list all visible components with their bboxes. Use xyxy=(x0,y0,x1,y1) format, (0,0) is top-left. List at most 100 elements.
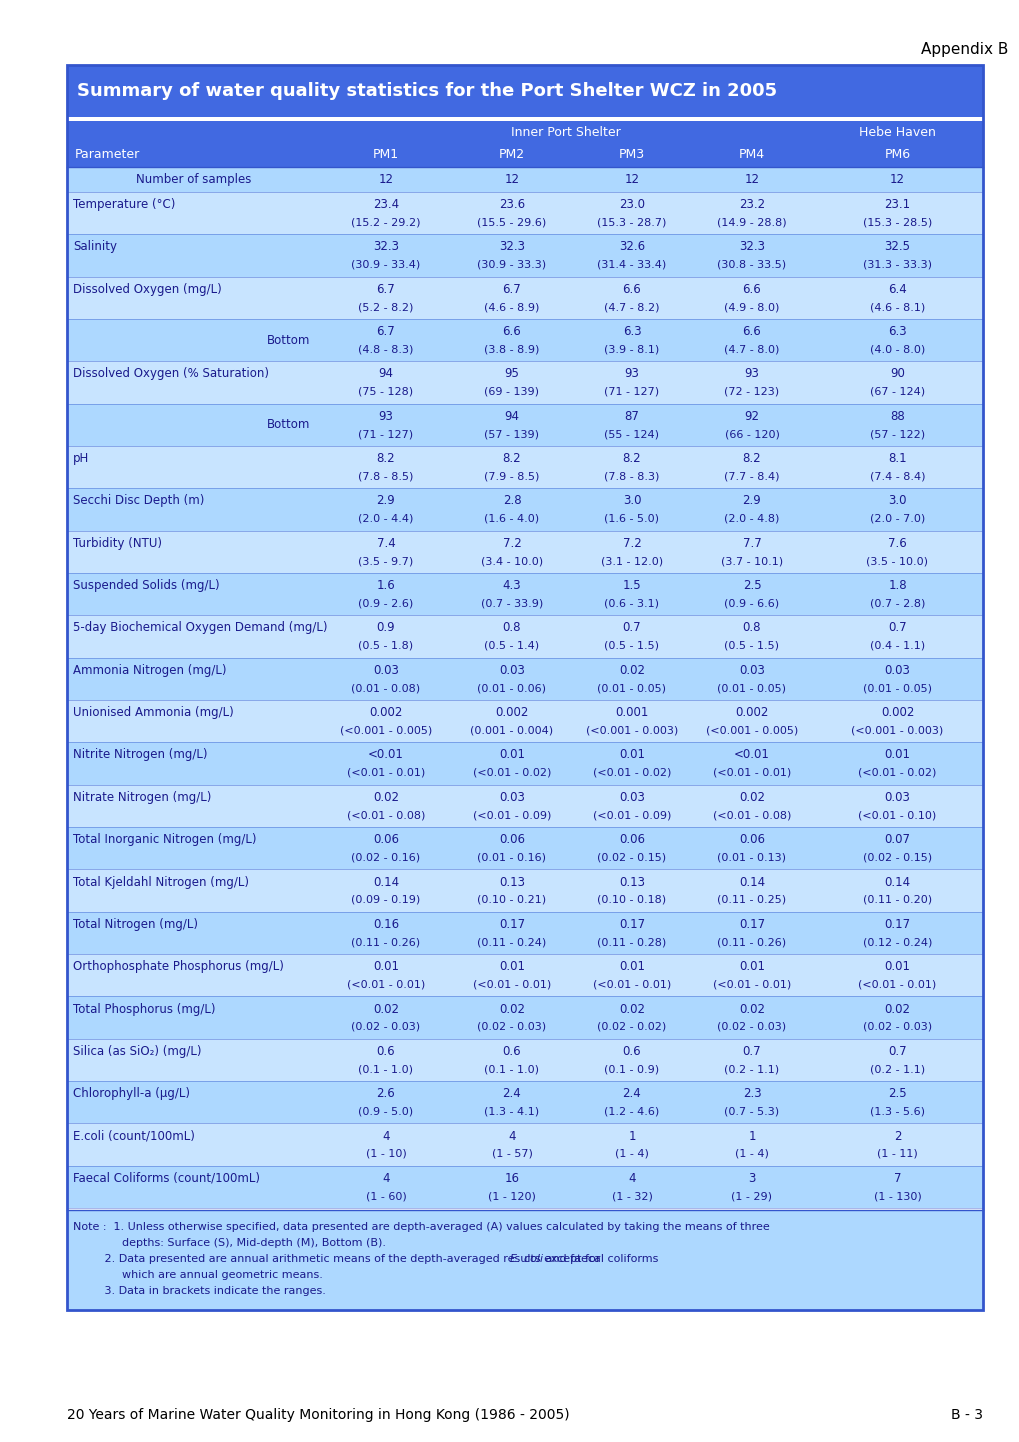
Text: B - 3: B - 3 xyxy=(950,1407,982,1422)
Text: 0.14: 0.14 xyxy=(883,875,910,888)
Text: 87: 87 xyxy=(624,410,639,423)
Text: (71 - 127): (71 - 127) xyxy=(358,430,413,438)
Text: 0.01: 0.01 xyxy=(619,748,644,761)
Text: 20 Years of Marine Water Quality Monitoring in Hong Kong (1986 - 2005): 20 Years of Marine Water Quality Monitor… xyxy=(67,1407,569,1422)
Text: (3.5 - 10.0): (3.5 - 10.0) xyxy=(866,557,927,567)
Text: 0.01: 0.01 xyxy=(619,960,644,973)
Text: 0.6: 0.6 xyxy=(622,1045,641,1058)
Text: 2.4: 2.4 xyxy=(622,1087,641,1100)
Text: PM6: PM6 xyxy=(883,149,910,162)
Bar xyxy=(67,955,982,996)
Bar xyxy=(67,1210,982,1309)
Text: (<0.01 - 0.01): (<0.01 - 0.01) xyxy=(346,767,425,777)
Text: (1.3 - 4.1): (1.3 - 4.1) xyxy=(484,1106,539,1116)
Text: (<0.01 - 0.02): (<0.01 - 0.02) xyxy=(592,767,671,777)
Text: 16: 16 xyxy=(504,1172,519,1185)
Text: PM3: PM3 xyxy=(619,149,644,162)
Text: (30.9 - 33.4): (30.9 - 33.4) xyxy=(351,260,420,270)
Text: (<0.001 - 0.005): (<0.001 - 0.005) xyxy=(339,725,432,735)
Text: (0.01 - 0.13): (0.01 - 0.13) xyxy=(716,852,786,862)
Text: (15.3 - 28.7): (15.3 - 28.7) xyxy=(597,218,666,228)
Text: 0.02: 0.02 xyxy=(619,1002,644,1015)
Text: 0.7: 0.7 xyxy=(742,1045,760,1058)
Text: (0.02 - 0.03): (0.02 - 0.03) xyxy=(477,1022,546,1032)
Text: 0.03: 0.03 xyxy=(498,790,525,803)
Text: 0.01: 0.01 xyxy=(883,748,910,761)
Text: 0.001: 0.001 xyxy=(614,707,648,720)
Text: (1.3 - 5.6): (1.3 - 5.6) xyxy=(869,1106,924,1116)
Text: 8.1: 8.1 xyxy=(888,453,906,466)
Text: 0.02: 0.02 xyxy=(498,1002,525,1015)
Text: 0.01: 0.01 xyxy=(739,960,764,973)
Text: (5.2 - 8.2): (5.2 - 8.2) xyxy=(358,301,414,311)
Bar xyxy=(67,319,982,362)
Text: 23.0: 23.0 xyxy=(619,198,644,211)
Text: Turbidity (NTU): Turbidity (NTU) xyxy=(73,536,162,549)
Text: 0.01: 0.01 xyxy=(883,960,910,973)
Text: (<0.01 - 0.02): (<0.01 - 0.02) xyxy=(473,767,550,777)
Text: (69 - 139): (69 - 139) xyxy=(484,386,539,397)
Text: (1 - 4): (1 - 4) xyxy=(614,1149,648,1159)
Text: (0.5 - 1.5): (0.5 - 1.5) xyxy=(604,640,659,650)
Text: (0.11 - 0.24): (0.11 - 0.24) xyxy=(477,937,546,947)
Bar xyxy=(67,572,982,616)
Text: 1: 1 xyxy=(748,1129,755,1142)
Text: 7.7: 7.7 xyxy=(742,536,760,549)
Bar xyxy=(67,65,982,1309)
Text: (1 - 32): (1 - 32) xyxy=(611,1191,652,1201)
Text: (4.9 - 8.0): (4.9 - 8.0) xyxy=(723,301,779,311)
Text: (0.2 - 1.1): (0.2 - 1.1) xyxy=(723,1064,779,1074)
Text: (0.02 - 0.02): (0.02 - 0.02) xyxy=(597,1022,666,1032)
Text: (<0.01 - 0.01): (<0.01 - 0.01) xyxy=(473,979,550,989)
Text: (0.9 - 2.6): (0.9 - 2.6) xyxy=(358,598,414,609)
Text: pH: pH xyxy=(73,453,90,466)
Text: 0.8: 0.8 xyxy=(742,622,760,634)
Text: 0.002: 0.002 xyxy=(369,707,403,720)
Text: (3.1 - 12.0): (3.1 - 12.0) xyxy=(600,557,662,567)
Text: Chlorophyll-a (µg/L): Chlorophyll-a (µg/L) xyxy=(73,1087,190,1100)
Text: 0.03: 0.03 xyxy=(619,790,644,803)
Text: 0.06: 0.06 xyxy=(498,833,525,846)
Text: (31.4 - 33.4): (31.4 - 33.4) xyxy=(597,260,666,270)
Text: 8.2: 8.2 xyxy=(502,453,521,466)
Text: (7.9 - 8.5): (7.9 - 8.5) xyxy=(484,472,539,482)
Text: 2.6: 2.6 xyxy=(376,1087,395,1100)
Text: PM1: PM1 xyxy=(373,149,398,162)
Text: Ammonia Nitrogen (mg/L): Ammonia Nitrogen (mg/L) xyxy=(73,663,226,676)
Text: (0.10 - 0.18): (0.10 - 0.18) xyxy=(597,895,665,904)
Text: 0.02: 0.02 xyxy=(883,1002,910,1015)
Text: (1 - 57): (1 - 57) xyxy=(491,1149,532,1159)
Text: (1 - 130): (1 - 130) xyxy=(872,1191,920,1201)
Bar xyxy=(67,277,982,319)
Text: 90: 90 xyxy=(890,368,904,381)
Text: 32.5: 32.5 xyxy=(883,241,910,254)
Bar xyxy=(67,826,982,870)
Text: (0.7 - 5.3): (0.7 - 5.3) xyxy=(723,1106,779,1116)
Text: 32.3: 32.3 xyxy=(373,241,398,254)
Text: (0.1 - 0.9): (0.1 - 0.9) xyxy=(604,1064,659,1074)
Text: 8.2: 8.2 xyxy=(622,453,641,466)
Text: 0.03: 0.03 xyxy=(498,663,525,676)
Text: 12: 12 xyxy=(504,173,519,186)
Text: 6.7: 6.7 xyxy=(502,283,521,296)
Text: 2.9: 2.9 xyxy=(742,495,760,508)
Text: (3.5 - 9.7): (3.5 - 9.7) xyxy=(358,557,414,567)
Text: (<0.01 - 0.08): (<0.01 - 0.08) xyxy=(346,810,425,820)
Text: (1.6 - 5.0): (1.6 - 5.0) xyxy=(604,513,659,523)
Text: (<0.001 - 0.005): (<0.001 - 0.005) xyxy=(705,725,797,735)
Text: (0.6 - 3.1): (0.6 - 3.1) xyxy=(604,598,659,609)
Text: 0.13: 0.13 xyxy=(498,875,525,888)
Text: 0.07: 0.07 xyxy=(883,833,910,846)
Text: 0.002: 0.002 xyxy=(495,707,528,720)
Text: Summary of water quality statistics for the Port Shelter WCZ in 2005: Summary of water quality statistics for … xyxy=(76,82,776,99)
Text: (0.5 - 1.4): (0.5 - 1.4) xyxy=(484,640,539,650)
Text: 0.17: 0.17 xyxy=(619,919,644,932)
Text: (0.1 - 1.0): (0.1 - 1.0) xyxy=(484,1064,539,1074)
Text: 2: 2 xyxy=(893,1129,901,1142)
Text: Nitrate Nitrogen (mg/L): Nitrate Nitrogen (mg/L) xyxy=(73,790,211,803)
Text: (3.7 - 10.1): (3.7 - 10.1) xyxy=(720,557,783,567)
Text: (<0.01 - 0.01): (<0.01 - 0.01) xyxy=(592,979,671,989)
Text: (<0.01 - 0.09): (<0.01 - 0.09) xyxy=(473,810,550,820)
Text: (0.4 - 1.1): (0.4 - 1.1) xyxy=(869,640,924,650)
Text: 0.03: 0.03 xyxy=(373,663,398,676)
